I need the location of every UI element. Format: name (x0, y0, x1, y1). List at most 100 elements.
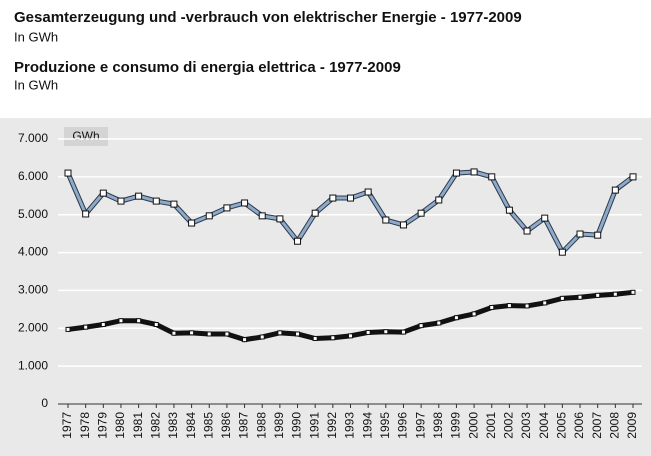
point (153, 322, 159, 327)
x-tick-label: 2003 (519, 412, 533, 439)
point (223, 204, 231, 212)
x-tick-label: 1987 (237, 412, 251, 439)
x-tick-label: 1985 (201, 412, 215, 439)
chart-subtitle: In GWh (14, 29, 58, 44)
point (347, 194, 354, 202)
y-tick-label: 1.000 (18, 358, 48, 372)
point (558, 248, 566, 256)
chart-subtitle: In GWh (14, 77, 58, 92)
point (471, 311, 477, 317)
point (612, 291, 618, 297)
x-tick-label: 1996 (396, 412, 410, 439)
point (170, 200, 178, 208)
unit-label: GWh (72, 129, 99, 143)
x-tick-label: 1992 (325, 412, 339, 439)
point (577, 294, 583, 300)
point (470, 168, 478, 176)
point (559, 295, 565, 301)
point (365, 329, 371, 335)
chart-title: Gesamterzeugung und -verbrauch von elekt… (14, 9, 522, 26)
point (135, 192, 143, 200)
x-tick-label: 1983 (166, 412, 180, 439)
point (312, 336, 318, 342)
y-tick-label: 7.000 (18, 131, 48, 145)
point (82, 210, 90, 218)
point (242, 337, 248, 343)
point (383, 329, 389, 335)
point (64, 169, 72, 177)
x-tick-label: 1993 (343, 412, 357, 439)
point (329, 194, 337, 202)
point (152, 197, 160, 205)
point (136, 318, 142, 324)
point (400, 329, 406, 335)
point (629, 173, 637, 181)
chart-title: Produzione e consumo di energia elettric… (14, 59, 401, 76)
x-tick-label: 1978 (78, 412, 92, 439)
point (489, 304, 495, 310)
point (399, 221, 407, 229)
point (611, 186, 619, 194)
point (83, 324, 89, 330)
x-tick-label: 1990 (290, 412, 304, 439)
x-tick-label: 2008 (608, 412, 622, 439)
point (276, 215, 284, 223)
point (453, 315, 459, 321)
point (418, 323, 424, 329)
point (241, 199, 249, 207)
x-tick-label: 2004 (537, 412, 551, 439)
point (364, 188, 372, 196)
point (505, 206, 513, 214)
y-tick-label: 0 (41, 396, 48, 410)
chart-background (0, 118, 651, 456)
point (206, 331, 212, 337)
x-tick-label: 1989 (272, 412, 286, 439)
point (541, 214, 549, 222)
point (523, 227, 531, 235)
x-tick-label: 1995 (378, 412, 392, 439)
point (118, 318, 124, 324)
x-tick-label: 1997 (413, 412, 427, 439)
point (311, 209, 319, 217)
x-tick-label: 2000 (466, 412, 480, 439)
x-tick-label: 1982 (148, 412, 162, 439)
x-tick-label: 1986 (219, 412, 233, 439)
x-tick-label: 2009 (625, 412, 639, 439)
x-tick-label: 2005 (555, 412, 569, 439)
point (488, 173, 496, 181)
x-tick-label: 1980 (113, 412, 127, 439)
unit-box (64, 127, 108, 146)
y-tick-label: 3.000 (18, 283, 48, 297)
point (99, 189, 107, 197)
x-tick-label: 1977 (60, 412, 74, 439)
x-tick-label: 2006 (572, 412, 586, 439)
x-tick-label: 2002 (502, 412, 516, 439)
point (435, 196, 443, 204)
x-tick-label: 1999 (449, 412, 463, 439)
point (100, 322, 106, 327)
x-tick-label: 1988 (254, 412, 268, 439)
point (382, 216, 390, 224)
x-tick-label: 1984 (184, 412, 198, 439)
point (295, 331, 301, 337)
y-tick-label: 5.000 (18, 207, 48, 221)
point (506, 303, 512, 309)
point (205, 212, 213, 220)
point (277, 330, 283, 336)
y-tick-label: 2.000 (18, 320, 48, 334)
point (224, 331, 230, 337)
point (259, 334, 265, 340)
point (417, 209, 425, 217)
point (452, 169, 460, 177)
x-tick-label: 1991 (307, 412, 321, 439)
point (576, 230, 584, 238)
point (436, 320, 442, 326)
x-tick-label: 1998 (431, 412, 445, 439)
point (294, 237, 302, 245)
point (117, 197, 125, 205)
point (630, 289, 636, 295)
point (188, 219, 196, 227)
point (65, 326, 71, 332)
x-tick-label: 1994 (360, 412, 374, 439)
